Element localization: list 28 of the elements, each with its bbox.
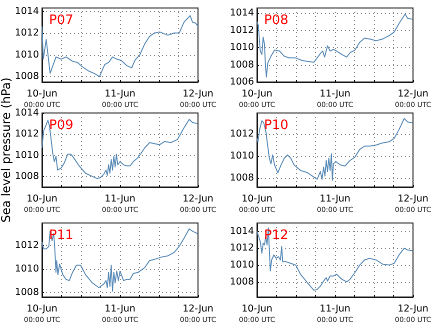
y-axis-title: Sea level pressure (hPa): [0, 77, 13, 223]
y-tick-label: 1014: [230, 8, 254, 19]
y-tick-label: 1008: [230, 276, 254, 288]
y-tick-label: 1008: [230, 59, 254, 70]
y-tick-label: 1010: [230, 42, 254, 54]
y-tick-label: 1008: [14, 71, 39, 82]
y-tick-label: 1008: [230, 172, 254, 184]
chart-title: P10: [264, 118, 288, 133]
y-tick-label: 1010: [14, 49, 39, 60]
y-tick-label: 1010: [14, 263, 39, 274]
y-tick-label: 1012: [230, 24, 254, 36]
chart-title: P07: [49, 13, 74, 28]
y-tick-label: 1010: [230, 150, 254, 162]
y-tick-label: 1014: [14, 108, 39, 118]
y-tick-label: 1006: [230, 76, 254, 88]
y-tick-label: 1012: [230, 128, 254, 140]
y-tick-label: 1010: [230, 260, 254, 271]
chart-title: P08: [264, 13, 288, 28]
chart-title: P09: [49, 118, 74, 133]
y-tick-label: 1012: [230, 242, 254, 254]
y-tick-label: 1008: [14, 286, 39, 298]
y-tick-label: 1014: [230, 226, 254, 237]
y-tick-label: 1012: [14, 128, 39, 140]
y-tick-label: 1010: [14, 150, 39, 161]
y-tick-label: 1012: [14, 240, 39, 251]
y-tick-label: 1012: [14, 28, 39, 39]
y-tick-label: 1014: [14, 6, 39, 17]
y-tick-label: 1008: [14, 170, 39, 182]
